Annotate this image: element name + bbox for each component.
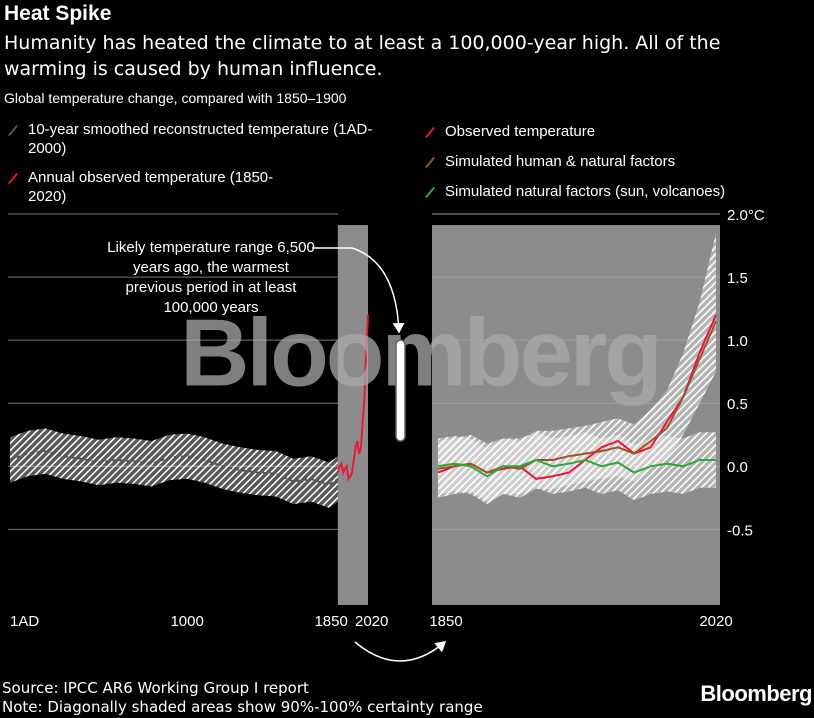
source: Source: IPCC AR6 Working Group I report [2,679,309,697]
legend-item: Annual observed temperature (1850-2020) [8,168,288,206]
y-tick-label: 0.0 [727,459,748,476]
uncertainty-band [438,232,716,502]
x-tick-label: 2020 [355,613,388,630]
legend-label: Observed temperature [445,123,596,140]
legend-item: Observed temperature [425,122,805,141]
x-tick-label: 1000 [170,613,203,630]
legend-label: Simulated human & natural factors [445,153,676,170]
y-tick-label: -0.5 [727,522,753,539]
y-tick-label: 2.0°C [727,207,765,224]
annotation-connector [312,247,405,334]
logo: Bloomberg [700,681,812,706]
title: Heat Spike [4,2,112,25]
x-tick-label: 1850 [429,613,462,630]
x-tick-label: 2020 [699,613,732,630]
x-tick-label: 1850 [314,613,347,630]
series-line [437,320,717,474]
chart-label: Global temperature change, compared with… [4,90,347,106]
legend-item: Simulated human & natural factors [425,152,805,171]
legend-item: 10-year smoothed reconstructed temperatu… [8,120,388,158]
legend-item: Simulated natural factors (sun, volcanoe… [425,182,805,201]
uncertainty-band [438,432,716,505]
uncertainty-band [10,428,338,508]
note: Note: Diagonally shaded areas show 90%-1… [2,698,483,716]
y-tick-label: 0.5 [727,396,748,413]
series-line [437,458,716,478]
legend-label: 10-year smoothed reconstructed temperatu… [28,121,373,157]
legend-label: Simulated natural factors (sun, volcanoe… [445,183,726,200]
series-line [9,450,339,487]
zoom-arrow [354,641,447,662]
watermark: Bloomberg [180,299,660,406]
y-tick-label: 1.5 [727,270,748,287]
y-tick-label: 1.0 [727,333,748,350]
x-tick-label: 1AD [10,613,39,630]
subtitle: Humanity has heated the climate to at le… [4,32,721,80]
likely-range [395,339,406,442]
series-line [336,314,369,482]
annotation: Likely temperature range 6,500 years ago… [107,239,315,316]
legend-label: Annual observed temperature (1850-2020) [28,169,274,205]
